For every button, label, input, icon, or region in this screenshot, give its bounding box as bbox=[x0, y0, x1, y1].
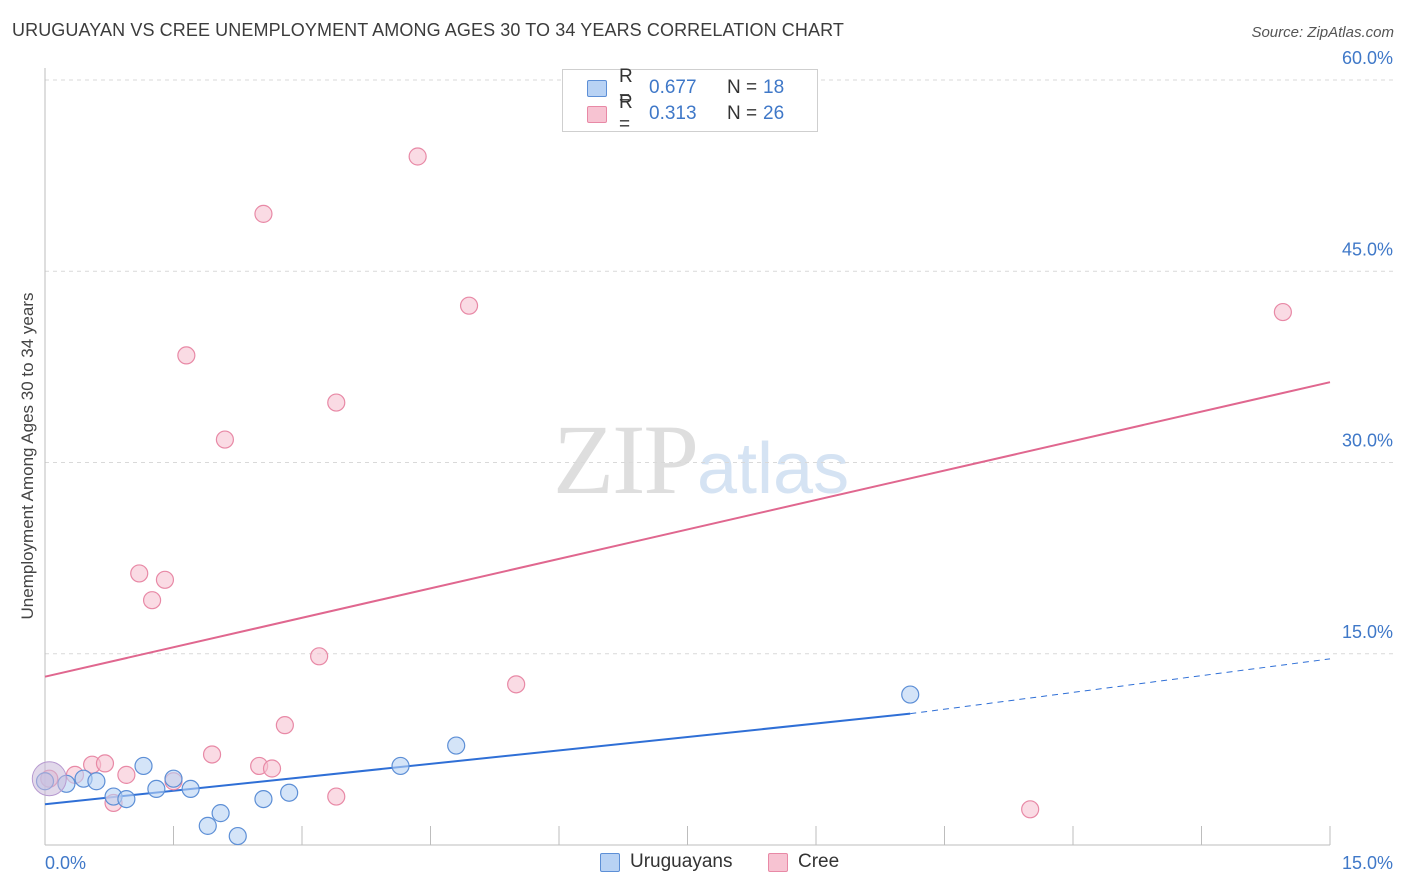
uruguayans-point bbox=[198, 816, 217, 835]
uruguayans-point bbox=[254, 789, 273, 809]
legend-r-label: R = bbox=[619, 92, 633, 135]
x-tick-label-max: 15.0% bbox=[1342, 853, 1393, 873]
cree-point bbox=[408, 147, 427, 166]
cree-trend-line bbox=[44, 381, 1331, 678]
cree-point bbox=[130, 564, 149, 583]
cree-point bbox=[507, 675, 526, 694]
series-legend: Uruguayans Cree bbox=[0, 851, 1406, 877]
cree-point bbox=[1021, 800, 1040, 819]
cree-point bbox=[202, 745, 222, 764]
uruguayans-point bbox=[147, 779, 166, 799]
y-tick-label: 15.0% bbox=[1342, 622, 1393, 642]
watermark: ZIPatlas bbox=[553, 402, 849, 517]
cree-point bbox=[155, 570, 175, 589]
cree-point bbox=[310, 647, 329, 666]
legend-n-label: N = bbox=[727, 77, 758, 98]
uruguayans-trend-extension bbox=[910, 658, 1331, 715]
legend-item-uruguayans[interactable]: Uruguayans bbox=[600, 851, 732, 873]
cree-point bbox=[327, 787, 346, 806]
uruguayans-point bbox=[134, 756, 153, 776]
cree-point bbox=[177, 346, 196, 365]
cree-point bbox=[142, 591, 162, 610]
cree-point bbox=[1273, 302, 1292, 322]
grid-layer bbox=[45, 79, 1395, 655]
uruguayans-point bbox=[181, 779, 200, 799]
uruguayans-point bbox=[211, 804, 230, 823]
legend-row-cree: R = 0.313 N = 26 bbox=[587, 92, 785, 135]
watermark-atlas: atlas bbox=[697, 429, 850, 509]
uruguayans-point bbox=[901, 685, 920, 704]
legend-item-cree[interactable]: Cree bbox=[768, 851, 839, 873]
x-tick-label-min: 0.0% bbox=[45, 853, 86, 873]
axis-layer bbox=[44, 68, 1331, 846]
uruguayans-point bbox=[87, 772, 106, 791]
tick-label-layer: 15.0% 30.0% 45.0% 60.0% 0.0% 15.0% bbox=[45, 48, 1393, 873]
legend-swatch-pink bbox=[768, 852, 788, 872]
legend-n-value: 18 bbox=[763, 77, 785, 98]
legend-n-value: 26 bbox=[763, 103, 785, 124]
y-tick-label: 60.0% bbox=[1342, 48, 1393, 68]
uruguayans-point bbox=[117, 789, 136, 809]
source-label: Source: ZipAtlas.com bbox=[1251, 24, 1394, 41]
overlap-cluster-point bbox=[31, 761, 67, 797]
uruguayans-point bbox=[280, 783, 299, 802]
cree-point bbox=[327, 393, 346, 412]
legend-row-uruguayans: R = 0.677 N = 18 bbox=[587, 66, 785, 109]
cree-point bbox=[95, 754, 115, 773]
cree-point bbox=[254, 204, 273, 223]
legend-swatch-blue bbox=[600, 852, 620, 872]
legend-label-cree: Cree bbox=[798, 851, 840, 872]
legend-r-value: 0.677 bbox=[649, 77, 697, 98]
cree-point bbox=[459, 296, 479, 315]
legend-swatch-blue bbox=[587, 79, 607, 97]
legend-r-label: R = bbox=[619, 66, 633, 109]
cree-point bbox=[215, 430, 234, 449]
uruguayans-point bbox=[391, 756, 410, 776]
cree-point bbox=[117, 765, 136, 784]
legend-n-label: N = bbox=[727, 103, 758, 124]
legend-swatch-pink bbox=[587, 105, 607, 123]
legend-label-uruguayans: Uruguayans bbox=[630, 851, 733, 872]
stats-legend: R = 0.677 N = 18 R = 0.313 N = 26 bbox=[562, 66, 818, 135]
trend-layer bbox=[44, 381, 1331, 806]
watermark-zip: ZIP bbox=[553, 404, 699, 515]
uruguayans-trend-line bbox=[44, 712, 911, 806]
cree-point bbox=[262, 759, 282, 778]
uruguayans-point bbox=[228, 826, 247, 846]
y-tick-label: 45.0% bbox=[1342, 239, 1393, 259]
uruguayans-point bbox=[164, 769, 183, 788]
legend-r-value: 0.313 bbox=[649, 103, 697, 124]
points-layer bbox=[31, 147, 1292, 846]
chart-title: URUGUAYAN VS CREE UNEMPLOYMENT AMONG AGE… bbox=[12, 20, 844, 40]
cree-point bbox=[275, 716, 294, 735]
uruguayans-point bbox=[447, 736, 466, 755]
y-tick-label: 30.0% bbox=[1342, 431, 1393, 451]
